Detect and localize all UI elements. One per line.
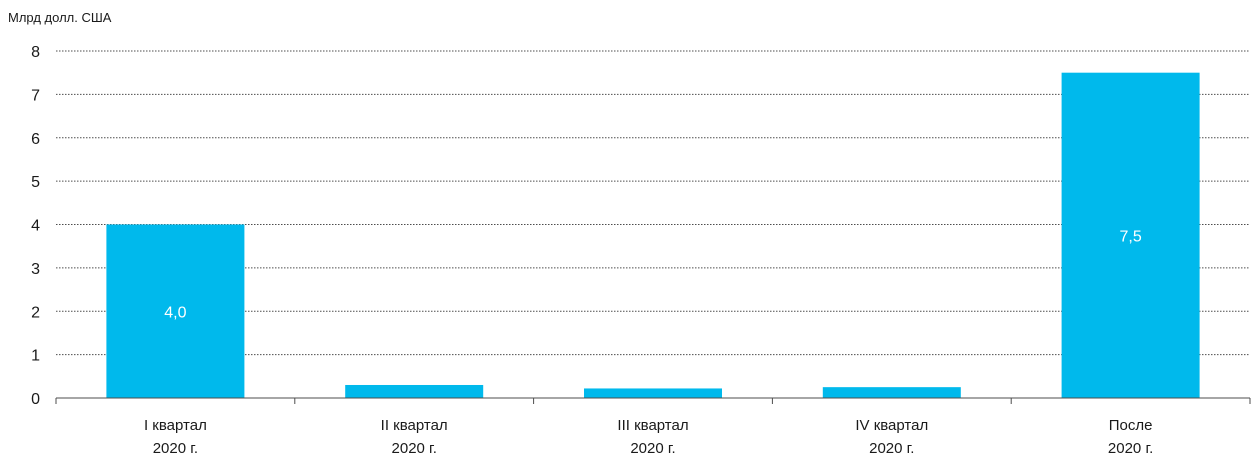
x-tick-label: 2020 г. <box>392 440 437 457</box>
x-tick-label: I квартал <box>144 417 207 434</box>
x-tick-label: III квартал <box>617 417 688 434</box>
gridlines <box>56 50 1250 356</box>
x-tick-label: 2020 г. <box>153 440 198 457</box>
data-label: 4,0 <box>164 304 186 321</box>
bar <box>345 384 484 398</box>
y-tick-label: 2 <box>31 304 40 321</box>
x-tick-label: IV квартал <box>855 417 928 434</box>
y-tick-label: 3 <box>31 261 40 278</box>
y-tick-label: 7 <box>31 87 40 104</box>
bars <box>106 72 1200 398</box>
y-tick-label: 4 <box>31 218 40 235</box>
bar <box>1061 72 1200 398</box>
x-tick-label: 2020 г. <box>1108 440 1153 457</box>
data-label: 7,5 <box>1119 228 1141 245</box>
x-tick-label: После <box>1109 417 1153 434</box>
y-tick-labels: 0 1 2 3 4 5 6 7 8 <box>31 44 40 408</box>
bar <box>822 387 961 398</box>
bar <box>584 388 722 398</box>
bar <box>106 224 245 398</box>
x-axis <box>55 397 1251 404</box>
y-tick-label: 6 <box>31 131 40 148</box>
y-axis-label: Млрд долл. США <box>8 10 112 25</box>
y-tick-label: 0 <box>31 391 40 408</box>
y-tick-label: 8 <box>31 44 40 61</box>
data-labels: 4,0 7,5 <box>164 228 1142 321</box>
x-tick-label: 2020 г. <box>869 440 914 457</box>
y-tick-label: 1 <box>31 348 40 365</box>
x-tick-labels: I квартал 2020 г. II квартал 2020 г. III ква… <box>144 417 1153 457</box>
y-tick-label: 5 <box>31 174 40 191</box>
x-tick-label: II квартал <box>381 417 448 434</box>
x-tick-label: 2020 г. <box>630 440 675 457</box>
